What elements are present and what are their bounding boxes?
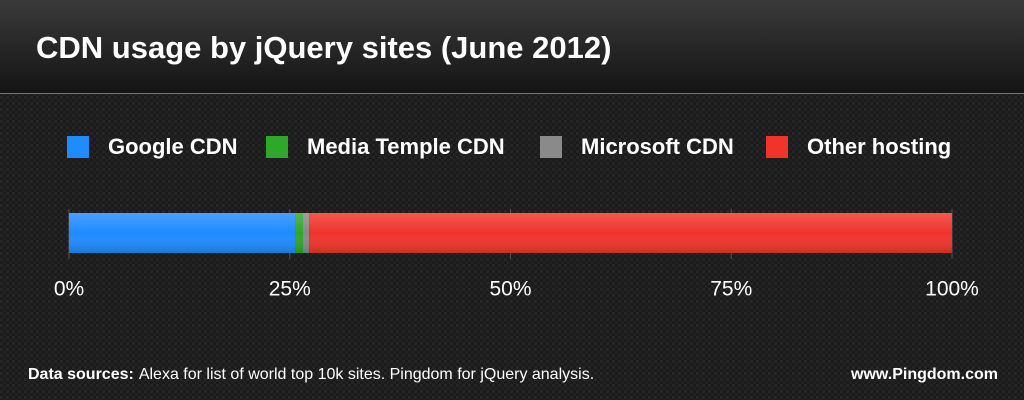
bar-shine	[69, 213, 952, 253]
legend-label: Media Temple CDN	[307, 134, 505, 159]
credit: www.Pingdom.com	[850, 366, 998, 383]
source-label: Data sources:	[28, 366, 134, 383]
chart-title: CDN usage by jQuery sites (June 2012)	[36, 30, 611, 65]
x-tick-label: 100%	[925, 278, 979, 301]
source-text: Alexa for list of world top 10k sites. P…	[139, 366, 594, 383]
legend-label: Google CDN	[108, 134, 238, 159]
source: Data sources: Alexa for list of world top…	[28, 366, 594, 383]
legend-label: Microsoft CDN	[581, 134, 734, 159]
legend-label: Other hosting	[807, 134, 951, 159]
header	[0, 0, 1024, 93]
legend-swatch	[266, 136, 288, 158]
x-tick-label: 50%	[489, 278, 531, 301]
legend-swatch	[67, 136, 89, 158]
x-tick-label: 75%	[710, 278, 752, 301]
x-tick-label: 25%	[269, 278, 311, 301]
legend-swatch	[766, 136, 788, 158]
x-tick-label: 0%	[54, 278, 84, 301]
legend-swatch	[540, 136, 562, 158]
